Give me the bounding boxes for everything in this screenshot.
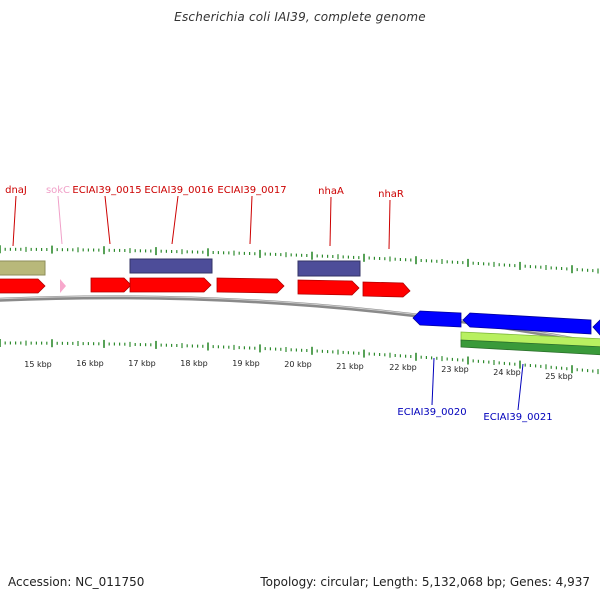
gene-nhaA [297, 279, 360, 296]
label-ECIAI39_0015: ECIAI39_0015 [72, 185, 141, 196]
scale-label-16kbp: 16 kbp [76, 359, 104, 368]
gene-ECIAI39_0015 [90, 277, 132, 293]
light-green-feature [460, 331, 600, 349]
olive-feature-box [0, 260, 46, 276]
label-ECIAI39_0017: ECIAI39_0017 [217, 185, 286, 196]
navy-feature-box-2 [297, 260, 361, 277]
leader-ECIAI39_0017 [249, 195, 253, 245]
green-features [460, 331, 600, 356]
gene-ECIAI39_0017 [216, 277, 285, 294]
scale-label-21kbp: 21 kbp [336, 362, 364, 371]
accession-text: Accession: NC_011750 [8, 575, 145, 589]
reverse-gene-labels: ECIAI39_0020 ECIAI39_0021 [397, 407, 552, 423]
scale-label-23kbp: 23 kbp [441, 365, 469, 374]
forward-gene-labels: dnaJ sokC ECIAI39_0015 ECIAI39_0016 ECIA… [5, 185, 404, 200]
scale-label-15kbp: 15 kbp [24, 360, 52, 369]
scale-label-22kbp: 22 kbp [389, 363, 417, 372]
leader-sokC [57, 195, 63, 245]
leader-nhaA [329, 196, 332, 247]
reverse-strand-genes [412, 310, 600, 336]
outer-tick-track [0, 245, 599, 274]
map-title: Escherichia coli IAI39, complete genome [174, 10, 426, 24]
scale-label-19kbp: 19 kbp [232, 359, 260, 368]
label-ECIAI39_0016: ECIAI39_0016 [144, 185, 213, 196]
label-sokC: sokC [46, 185, 70, 196]
scale-label-25kbp: 25 kbp [545, 372, 573, 381]
dark-green-feature [460, 339, 600, 356]
label-ECIAI39_0020: ECIAI39_0020 [397, 407, 466, 418]
gene-nhaR [362, 281, 411, 298]
scale-label-20kbp: 20 kbp [284, 360, 312, 369]
navy-feature-box-1 [129, 258, 213, 274]
leader-ECIAI39_0016 [171, 195, 179, 245]
scale-label-18kbp: 18 kbp [180, 359, 208, 368]
inner-tick-track [0, 339, 599, 375]
gene-ECIAI39_0016 [129, 277, 212, 293]
genome-summary-text: Topology: circular; Length: 5,132,068 bp… [260, 575, 590, 589]
label-leaders [12, 195, 524, 411]
label-nhaA: nhaA [318, 186, 344, 197]
scale-labels: 15 kbp 16 kbp 17 kbp 18 kbp 19 kbp 20 kb… [24, 359, 573, 381]
label-nhaR: nhaR [378, 189, 404, 200]
leader-nhaR [388, 199, 391, 250]
feature-boxes [0, 258, 361, 277]
gene-next-reverse [592, 319, 600, 336]
leader-dnaJ [12, 195, 17, 247]
gene-sokC [60, 279, 66, 293]
leader-ECIAI39_0021 [517, 363, 524, 411]
leader-ECIAI39_0020 [431, 357, 435, 406]
gene-dnaJ [0, 278, 46, 294]
label-dnaJ: dnaJ [5, 185, 27, 196]
gene-ECIAI39_0020 [412, 310, 462, 328]
leader-ECIAI39_0015 [104, 195, 111, 245]
gene-ECIAI39_0021 [462, 312, 592, 335]
label-ECIAI39_0021: ECIAI39_0021 [483, 412, 552, 423]
forward-strand-genes [0, 277, 411, 298]
scale-label-24kbp: 24 kbp [493, 368, 521, 377]
scale-label-17kbp: 17 kbp [128, 359, 156, 368]
